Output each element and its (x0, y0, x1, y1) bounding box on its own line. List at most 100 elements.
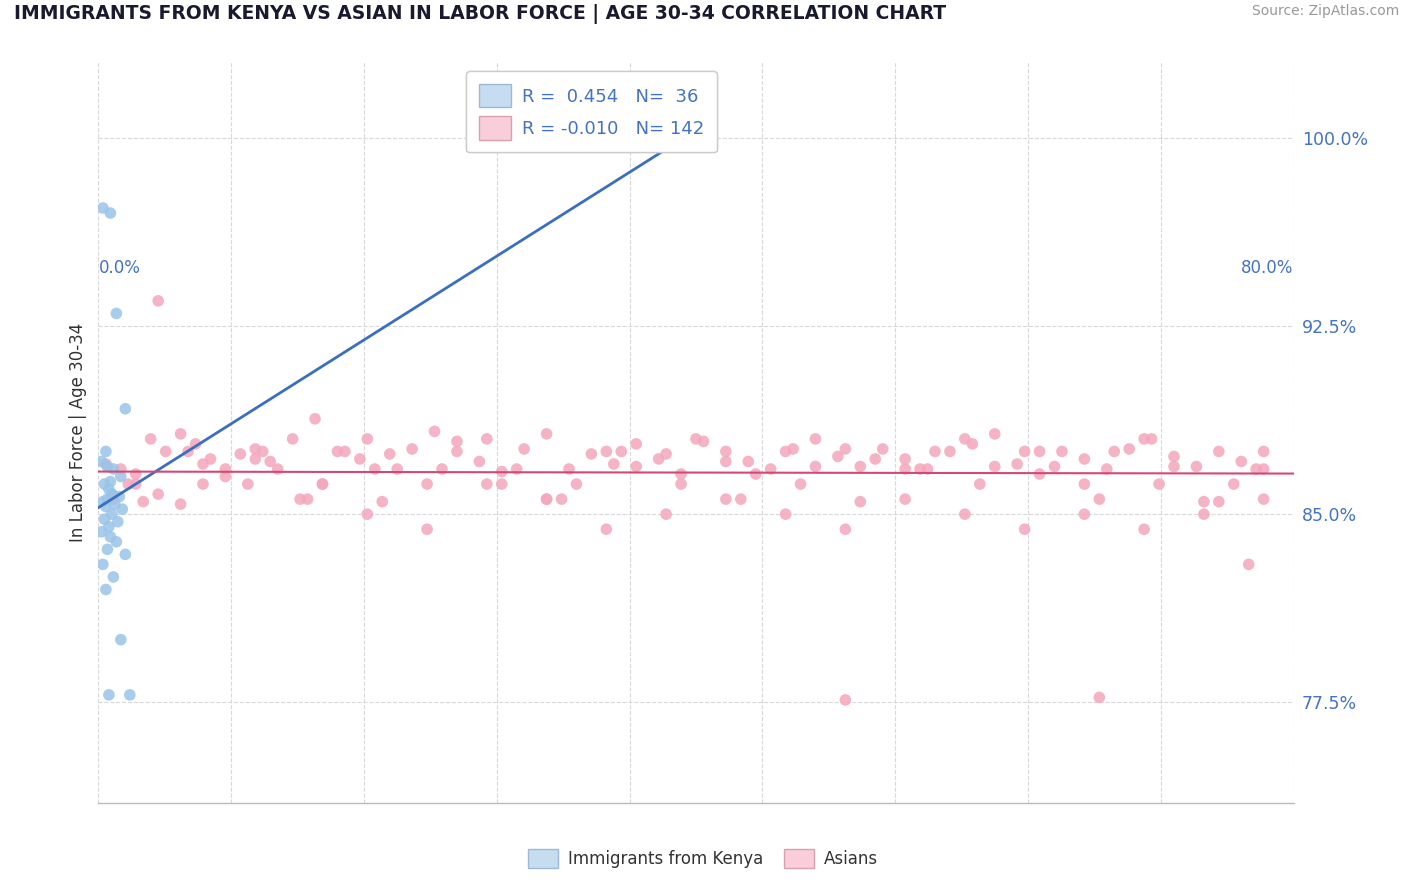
Point (1005, 457, 1028, 471)
Legend: Immigrants from Kenya, Asians: Immigrants from Kenya, Asians (522, 842, 884, 875)
Point (98, 530, 122, 544)
Legend: R =  0.454   N=  36, R = -0.010   N= 142: R = 0.454 N= 36, R = -0.010 N= 142 (465, 71, 717, 153)
Point (101, 487, 124, 501)
Point (745, 467, 768, 481)
Point (114, 547, 136, 561)
Point (446, 434, 468, 449)
Point (96, 459, 118, 474)
Point (1163, 450, 1185, 464)
Point (595, 444, 617, 458)
Point (624, 459, 647, 474)
Point (311, 477, 333, 491)
Point (333, 444, 356, 458)
Point (624, 437, 647, 451)
Point (97, 688, 120, 702)
Y-axis label: In Labor Force | Age 30-34: In Labor Force | Age 30-34 (69, 323, 87, 542)
Point (1073, 477, 1095, 491)
Point (513, 442, 536, 456)
Point (1088, 690, 1111, 705)
Point (281, 432, 304, 446)
Point (917, 462, 939, 476)
Point (94, 457, 117, 471)
Point (267, 462, 290, 476)
Point (96, 542, 118, 557)
Point (1230, 454, 1253, 468)
Point (1133, 522, 1156, 536)
Point (953, 507, 976, 521)
Point (983, 426, 1005, 441)
Point (105, 534, 128, 549)
Point (475, 477, 498, 491)
Point (103, 462, 125, 476)
Point (90, 454, 112, 468)
Point (125, 467, 148, 481)
Point (177, 444, 200, 458)
Text: 80.0%: 80.0% (1241, 259, 1294, 277)
Point (288, 492, 311, 507)
Point (714, 492, 737, 507)
Point (1253, 492, 1275, 507)
Point (169, 497, 191, 511)
Point (1028, 467, 1050, 481)
Point (114, 401, 136, 416)
Point (110, 469, 132, 483)
Point (297, 492, 319, 507)
Point (939, 444, 962, 458)
Point (125, 477, 148, 491)
Point (103, 570, 125, 584)
Point (118, 688, 141, 702)
Point (775, 444, 797, 458)
Point (304, 412, 326, 426)
Point (105, 306, 128, 320)
Point (962, 437, 984, 451)
Point (108, 490, 131, 504)
Point (655, 507, 678, 521)
Point (93, 477, 115, 491)
Point (804, 432, 827, 446)
Point (169, 426, 191, 441)
Point (894, 492, 917, 507)
Point (91, 558, 114, 572)
Point (90, 524, 112, 539)
Point (804, 459, 827, 474)
Point (1073, 452, 1095, 467)
Point (491, 465, 513, 479)
Point (759, 462, 782, 476)
Point (93, 512, 115, 526)
Point (1244, 462, 1267, 476)
Text: IMMIGRANTS FROM KENYA VS ASIAN IN LABOR FORCE | AGE 30-34 CORRELATION CHART: IMMIGRANTS FROM KENYA VS ASIAN IN LABOR … (14, 4, 946, 24)
Point (581, 447, 603, 461)
Point (385, 462, 409, 476)
Point (349, 452, 371, 467)
Point (1073, 507, 1095, 521)
Point (110, 462, 132, 476)
Text: 0.0%: 0.0% (98, 259, 141, 277)
Point (356, 507, 378, 521)
Point (1237, 558, 1260, 572)
Point (1050, 444, 1073, 458)
Point (94, 500, 117, 514)
Point (603, 457, 626, 471)
Point (1163, 459, 1185, 474)
Point (98, 206, 122, 220)
Point (184, 437, 207, 451)
Point (94, 444, 117, 458)
Point (111, 502, 134, 516)
Point (595, 522, 617, 536)
Point (1185, 459, 1208, 474)
Point (685, 432, 707, 446)
Point (214, 462, 236, 476)
Point (101, 507, 124, 521)
Point (1104, 444, 1126, 458)
Point (827, 450, 849, 464)
Point (1014, 444, 1036, 458)
Point (91, 201, 114, 215)
Point (101, 487, 124, 501)
Point (894, 452, 917, 467)
Point (669, 477, 692, 491)
Point (245, 442, 267, 456)
Point (229, 447, 252, 461)
Point (475, 432, 498, 446)
Point (1043, 459, 1066, 474)
Point (110, 632, 132, 647)
